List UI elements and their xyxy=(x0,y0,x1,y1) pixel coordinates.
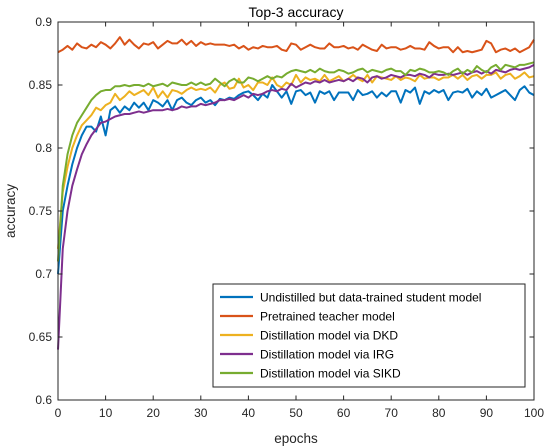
y-tick-label: 0.85 xyxy=(29,78,53,92)
x-tick-label: 60 xyxy=(337,406,351,420)
y-tick-label: 0.9 xyxy=(35,15,52,29)
series-layer xyxy=(57,36,535,350)
x-tick-label: 80 xyxy=(432,406,446,420)
y-tick-label: 0.6 xyxy=(35,393,52,407)
x-tick-label: 40 xyxy=(242,406,256,420)
y-tick-label: 0.7 xyxy=(35,267,52,281)
chart-title: Top-3 accuracy xyxy=(249,4,344,20)
x-tick-label: 10 xyxy=(99,406,113,420)
x-tick-label: 70 xyxy=(385,406,399,420)
series-line-3 xyxy=(57,71,535,249)
x-tick-label: 50 xyxy=(289,406,303,420)
y-axis-label: accuracy xyxy=(3,184,18,238)
series-line-1 xyxy=(57,84,535,275)
x-axis-label: epochs xyxy=(274,431,318,446)
x-tick-label: 20 xyxy=(147,406,161,420)
legend-label-4: Distillation model via IRG xyxy=(260,348,394,362)
legend-label-1: Undistilled but data-trained student mod… xyxy=(260,291,481,305)
y-tick-label: 0.75 xyxy=(29,204,53,218)
legend-box xyxy=(212,283,526,388)
y-tick-label: 0.65 xyxy=(29,330,53,344)
legend-label-3: Distillation model via DKD xyxy=(260,329,398,343)
legend-label-5: Distillation model via SIKD xyxy=(260,367,401,381)
series-line-5 xyxy=(57,61,535,262)
x-tick-label: 100 xyxy=(524,406,544,420)
legend-label-2: Pretrained teacher model xyxy=(260,310,395,324)
legend: Undistilled but data-trained student mod… xyxy=(212,283,526,388)
x-tick-label: 30 xyxy=(194,406,208,420)
x-tick-label: 90 xyxy=(480,406,494,420)
x-tick-label: 0 xyxy=(55,406,62,420)
series-line-2 xyxy=(57,36,535,54)
series-line-4 xyxy=(57,63,535,350)
y-tick-label: 0.8 xyxy=(35,141,52,155)
axes-layer: 0 10 20 30 40 50 60 70 80 90 100 0.6 0.65 0.7 0.75 0.8 0… xyxy=(29,15,545,420)
